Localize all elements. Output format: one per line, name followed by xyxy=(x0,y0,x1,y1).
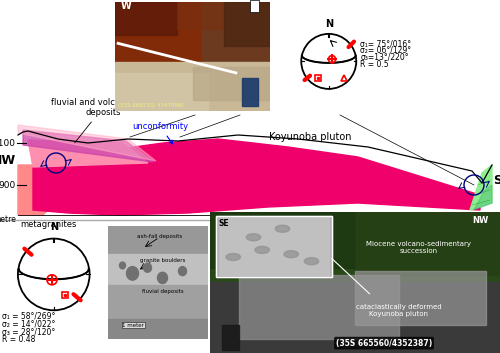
Bar xyxy=(115,2,270,62)
Text: σ₁= 75°/016°: σ₁= 75°/016° xyxy=(360,39,412,48)
Bar xyxy=(108,285,208,318)
Text: SE: SE xyxy=(493,174,500,186)
Bar xyxy=(210,212,355,268)
Bar xyxy=(177,2,224,29)
Text: ash-fall deposits: ash-fall deposits xyxy=(137,234,182,239)
Text: hornfelsic rocks: hornfelsic rocks xyxy=(421,220,487,229)
Circle shape xyxy=(246,234,261,241)
Circle shape xyxy=(144,263,152,272)
Polygon shape xyxy=(474,185,492,210)
Bar xyxy=(115,2,200,62)
Bar xyxy=(222,325,239,350)
Bar xyxy=(210,282,500,353)
Bar xyxy=(115,73,208,111)
Text: fluvial and volcaniclastic
deposits: fluvial and volcaniclastic deposits xyxy=(52,97,155,143)
Text: R = 0.5: R = 0.5 xyxy=(360,60,389,68)
Text: (35S 665560/4352387): (35S 665560/4352387) xyxy=(336,339,432,348)
Circle shape xyxy=(301,34,356,89)
Bar xyxy=(224,2,270,46)
Bar xyxy=(108,226,208,254)
Bar xyxy=(216,216,332,277)
Circle shape xyxy=(284,251,298,258)
Circle shape xyxy=(178,267,186,276)
Bar xyxy=(108,318,208,339)
Text: Koyunoba pluton: Koyunoba pluton xyxy=(269,132,351,142)
Text: NW: NW xyxy=(0,154,16,167)
Text: N: N xyxy=(50,222,58,232)
Circle shape xyxy=(304,258,319,265)
Circle shape xyxy=(126,267,138,280)
Circle shape xyxy=(255,246,270,253)
Text: cataclastically deformed
Koyunoba pluton: cataclastically deformed Koyunoba pluton xyxy=(356,304,442,317)
Bar xyxy=(115,2,177,35)
Circle shape xyxy=(275,225,290,232)
Text: σ₂= 06°/129°: σ₂= 06°/129° xyxy=(360,46,412,55)
Bar xyxy=(0,115,500,220)
Text: Miocene volcano-sedimentary
succession: Miocene volcano-sedimentary succession xyxy=(366,241,472,253)
Polygon shape xyxy=(33,139,480,215)
Bar xyxy=(210,212,500,282)
Bar xyxy=(218,217,329,275)
Text: NW: NW xyxy=(472,216,488,225)
Text: σ₁ = 58°/269°: σ₁ = 58°/269° xyxy=(2,311,55,320)
Polygon shape xyxy=(18,165,58,215)
Text: unconformity: unconformity xyxy=(132,122,188,144)
Circle shape xyxy=(226,253,240,261)
Circle shape xyxy=(120,262,126,269)
Text: σ₃=13°/220°: σ₃=13°/220° xyxy=(360,53,409,62)
Text: 1 meter: 1 meter xyxy=(122,323,144,328)
Text: W: W xyxy=(121,1,132,11)
Text: fluvial deposits: fluvial deposits xyxy=(142,289,184,294)
Text: 1100: 1100 xyxy=(0,138,16,148)
Bar xyxy=(115,62,270,111)
Bar xyxy=(108,254,208,285)
Polygon shape xyxy=(18,125,156,161)
Circle shape xyxy=(158,272,168,283)
Text: SE: SE xyxy=(218,219,230,228)
Bar xyxy=(242,78,258,106)
Text: σ₃ = 28°/120°: σ₃ = 28°/120° xyxy=(2,327,55,336)
Text: 1 km: 1 km xyxy=(332,235,358,245)
Text: metagranites: metagranites xyxy=(20,220,76,229)
Text: R = 0.48: R = 0.48 xyxy=(2,335,35,344)
Text: E: E xyxy=(252,1,258,11)
Polygon shape xyxy=(28,140,148,167)
Circle shape xyxy=(18,239,90,310)
Bar xyxy=(355,212,500,275)
Text: N: N xyxy=(324,19,333,29)
Text: (35S 666515/ 4347996): (35S 666515/ 4347996) xyxy=(118,103,184,108)
Bar xyxy=(355,271,486,325)
Text: metre: metre xyxy=(0,215,16,225)
Text: 900: 900 xyxy=(0,180,16,190)
Bar xyxy=(192,67,270,100)
Bar xyxy=(216,216,332,277)
Text: granite boulders: granite boulders xyxy=(140,258,185,263)
Polygon shape xyxy=(470,165,492,210)
Bar xyxy=(239,275,398,339)
Text: σ₂ = 14°/022°: σ₂ = 14°/022° xyxy=(2,319,55,328)
Polygon shape xyxy=(23,130,153,162)
